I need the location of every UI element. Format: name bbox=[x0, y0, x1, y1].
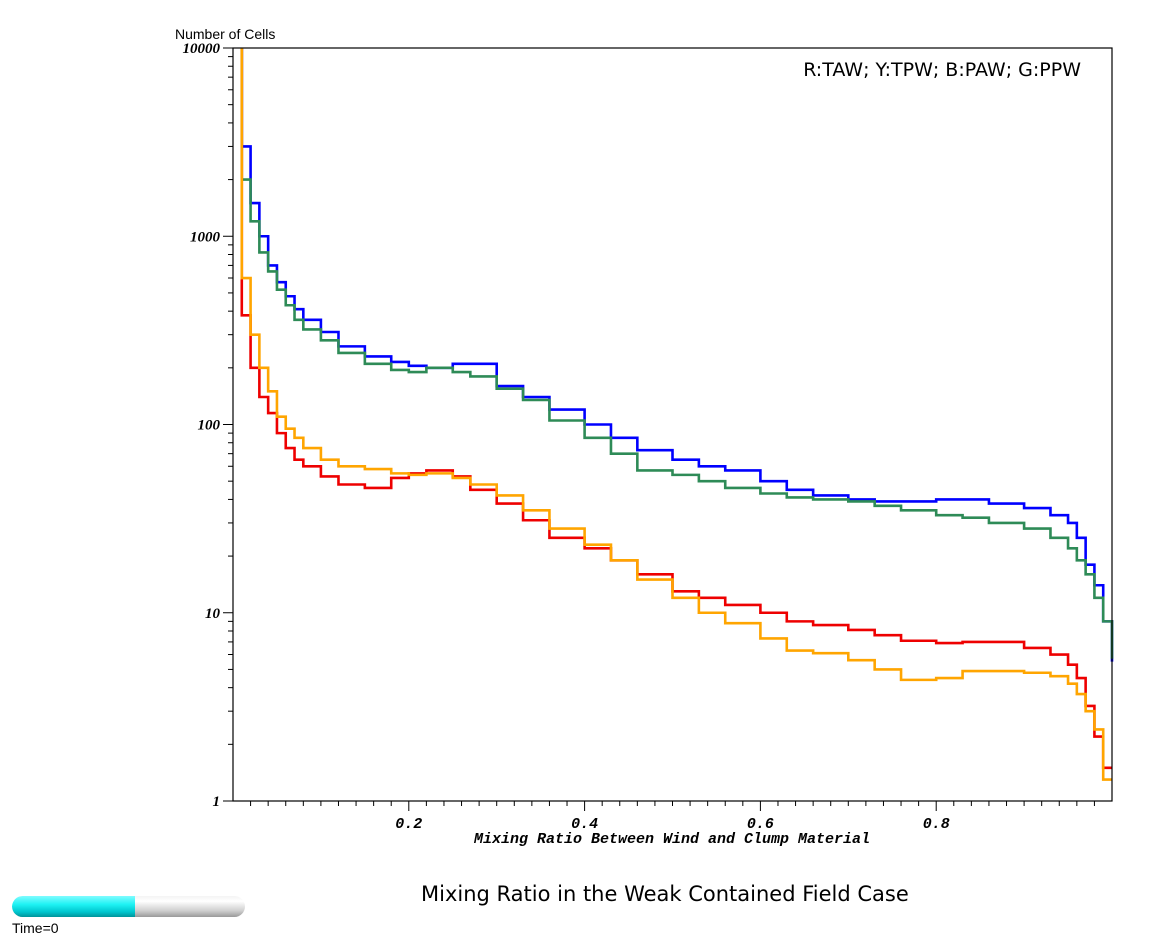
y-axis-label: Number of Cells bbox=[175, 26, 275, 42]
y-tick-label: 100 bbox=[198, 418, 221, 434]
series-line-1 bbox=[240, 48, 1114, 659]
y-tick-label: 1000 bbox=[190, 229, 221, 245]
time-slider-fill bbox=[12, 896, 136, 917]
time-label: Time=0 bbox=[12, 920, 59, 936]
time-slider[interactable] bbox=[12, 896, 245, 917]
chart-title: Mixing Ratio in the Weak Contained Field… bbox=[421, 882, 909, 906]
y-tick-label: 10000 bbox=[183, 41, 221, 57]
axis-ticks bbox=[223, 47, 1095, 811]
tick-labels: 1 10 100 1000 10000 0.2 0.4 0.6 0.8 bbox=[183, 41, 950, 833]
x-tick-label: 0.2 bbox=[395, 816, 422, 833]
y-tick-label: 10 bbox=[205, 606, 221, 622]
series-line-0 bbox=[240, 48, 1114, 662]
x-tick-label: 0.6 bbox=[747, 816, 774, 833]
x-axis-label: Mixing Ratio Between Wind and Clump Mate… bbox=[473, 831, 870, 848]
legend-text: R:TAW; Y:TPW; B:PAW; G:PPW bbox=[803, 59, 1081, 81]
x-tick-label: 0.8 bbox=[923, 816, 950, 833]
series-line-3 bbox=[240, 48, 1112, 781]
x-tick-label: 0.4 bbox=[571, 816, 598, 833]
y-tick-label: 1 bbox=[213, 794, 221, 810]
plot-frame bbox=[232, 47, 1113, 802]
series-group bbox=[240, 48, 1114, 781]
series-line-2 bbox=[240, 48, 1112, 770]
